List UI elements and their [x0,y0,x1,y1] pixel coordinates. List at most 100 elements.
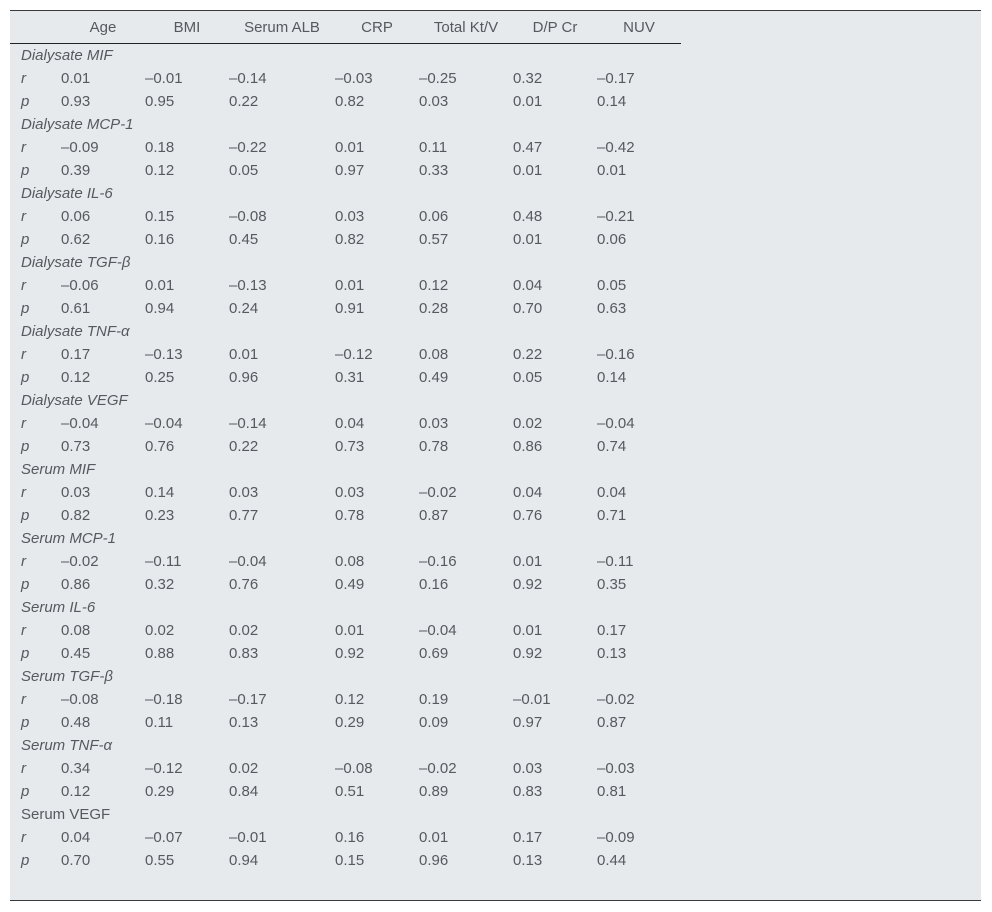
cell-value: –0.22 [229,139,267,156]
cell-value: 0.70 [61,852,91,869]
cell-value: 0.16 [145,231,175,248]
cell-value: –0.02 [61,553,99,570]
cell-value: 0.01 [513,231,543,248]
cell-value: 0.86 [513,438,543,455]
cell-value: 0.97 [335,162,365,179]
header-total-kt-v: Total Kt/V [419,11,513,44]
cell-value: 0.23 [145,507,175,524]
cell-value: 0.73 [61,438,91,455]
cell-value: 0.44 [597,852,627,869]
cell-value: –0.08 [335,760,373,777]
group-row: Serum VEGF [10,803,681,826]
cell-value: 0.04 [597,484,627,501]
stat-label: r [21,484,26,501]
cell-value: 0.82 [335,231,365,248]
stat-label: r [21,415,26,432]
cell-value: 0.17 [61,346,91,363]
header-serum-alb: Serum ALB [229,11,335,44]
cell-value: 0.01 [229,346,259,363]
group-row: Dialysate MIF [10,44,681,68]
cell-value: 0.05 [597,277,627,294]
cell-value: 0.49 [335,576,365,593]
cell-value: –0.12 [145,760,183,777]
stat-label: r [21,208,26,225]
cell-value: 0.48 [513,208,543,225]
cell-value: 0.83 [513,783,543,800]
table-body: Dialysate MIF r 0.01 –0.01 –0.14 –0.03 –0.25 0.… [10,44,681,873]
cell-value: 0.71 [597,507,627,524]
cell-value: –0.21 [597,208,635,225]
cell-value: 0.15 [335,852,365,869]
cell-value: 0.57 [419,231,449,248]
cell-value: 0.77 [229,507,259,524]
group-row: Serum MCP-1 [10,527,681,550]
stat-row-p: p 0.12 0.25 0.96 0.31 0.49 0.05 0.14 [10,366,681,389]
stat-row-r: r 0.06 0.15 –0.08 0.03 0.06 0.48 –0.21 [10,205,681,228]
cell-value: 0.01 [513,622,543,639]
header-blank [10,11,61,44]
cell-value: 0.05 [513,369,543,386]
stat-label: r [21,829,26,846]
group-label: Dialysate TGF-β [21,254,131,271]
cell-value: 0.28 [419,300,449,317]
cell-value: –0.02 [419,484,457,501]
cell-value: 0.92 [513,645,543,662]
cell-value: 0.03 [513,760,543,777]
group-row: Dialysate TNF-α [10,320,681,343]
cell-value: 0.62 [61,231,91,248]
cell-value: 0.16 [335,829,365,846]
stat-row-r: r 0.34 –0.12 0.02 –0.08 –0.02 0.03 –0.03 [10,757,681,780]
cell-value: 0.48 [61,714,91,731]
stat-label: p [21,93,30,110]
cell-value: –0.09 [597,829,635,846]
cell-value: 0.13 [229,714,259,731]
cell-value: –0.17 [597,70,635,87]
cell-value: 0.13 [513,852,543,869]
cell-value: 0.01 [513,553,543,570]
stat-row-p: p 0.86 0.32 0.76 0.49 0.16 0.92 0.35 [10,573,681,596]
header-bmi: BMI [145,11,229,44]
cell-value: 0.08 [419,346,449,363]
header-crp: CRP [335,11,419,44]
cell-value: –0.16 [597,346,635,363]
cell-value: –0.04 [145,415,183,432]
cell-value: 0.17 [597,622,627,639]
cell-value: 0.01 [145,277,175,294]
cell-value: 0.47 [513,139,543,156]
cell-value: 0.76 [229,576,259,593]
cell-value: –0.13 [145,346,183,363]
cell-value: 0.34 [61,760,91,777]
cell-value: 0.15 [145,208,175,225]
cell-value: 0.14 [145,484,175,501]
cell-value: –0.08 [229,208,267,225]
cell-value: 0.95 [145,93,175,110]
stat-label: p [21,714,30,731]
stat-label: r [21,760,26,777]
cell-value: –0.04 [61,415,99,432]
cell-value: 0.01 [335,277,365,294]
cell-value: 0.04 [513,484,543,501]
stat-row-p: p 0.61 0.94 0.24 0.91 0.28 0.70 0.63 [10,297,681,320]
cell-value: 0.19 [419,691,449,708]
cell-value: 0.03 [419,93,449,110]
stat-label: p [21,852,30,869]
cell-value: 0.96 [419,852,449,869]
group-row: Dialysate IL-6 [10,182,681,205]
cell-value: 0.78 [419,438,449,455]
cell-value: 0.51 [335,783,365,800]
cell-value: 0.49 [419,369,449,386]
stat-row-r: r –0.08 –0.18 –0.17 0.12 0.19 –0.01 –0.02 [10,688,681,711]
stat-label: p [21,231,30,248]
stat-label: p [21,438,30,455]
cell-value: 0.86 [61,576,91,593]
cell-value: –0.12 [335,346,373,363]
stat-row-r: r 0.08 0.02 0.02 0.01 –0.04 0.01 0.17 [10,619,681,642]
header-row: Age BMI Serum ALB CRP Total Kt/V D/P Cr … [10,11,681,44]
stat-row-p: p 0.73 0.76 0.22 0.73 0.78 0.86 0.74 [10,435,681,458]
stat-row-p: p 0.12 0.29 0.84 0.51 0.89 0.83 0.81 [10,780,681,803]
stat-label: p [21,162,30,179]
cell-value: 0.87 [597,714,627,731]
cell-value: 0.70 [513,300,543,317]
group-row: Serum MIF [10,458,681,481]
cell-value: 0.01 [513,162,543,179]
